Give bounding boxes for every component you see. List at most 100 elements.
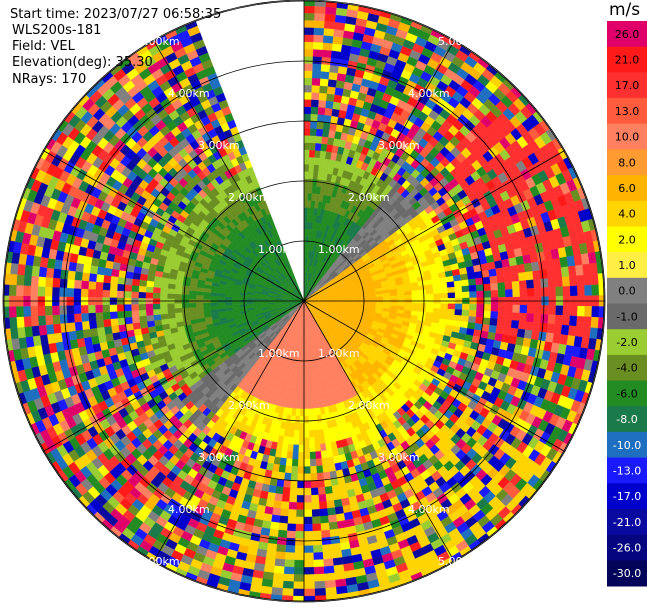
ppi-gate: [426, 293, 434, 299]
ppi-gate: [30, 305, 39, 317]
ppi-gate: [307, 185, 313, 194]
ppi-gate: [288, 494, 297, 503]
ppi-gate: [325, 6, 337, 15]
ppi-gate: [310, 106, 319, 115]
ppi-gate: [299, 423, 305, 431]
ppi-gate: [88, 312, 97, 322]
ppi-gate: [37, 276, 47, 287]
ppi-gate: [145, 292, 154, 299]
ppi-gate: [52, 268, 62, 279]
ppi-gate: [203, 295, 211, 300]
ppi-gate: [460, 279, 470, 287]
ppi-gate: [272, 572, 284, 582]
ppi-gate: [293, 581, 305, 590]
ppi-gate: [313, 41, 324, 50]
ppi-gate: [260, 301, 269, 304]
ppi-gate: [323, 27, 335, 37]
ppi-gate: [560, 266, 570, 278]
ppi-gate: [368, 296, 377, 300]
ppi-gate: [210, 305, 219, 310]
ppi-gate: [146, 280, 155, 288]
ppi-gate: [300, 394, 305, 402]
ppi-gate: [303, 200, 308, 208]
ppi-gate: [110, 275, 119, 284]
ppi-gate: [44, 305, 53, 316]
ppi-gate: [271, 587, 283, 596]
ppi-gate: [75, 329, 85, 340]
ppi-gate: [167, 312, 176, 319]
ppi-gate: [309, 142, 316, 151]
ppi-gate: [321, 49, 333, 58]
ppi-gate: [322, 35, 334, 44]
ppi-gate: [277, 529, 288, 539]
ppi-gate: [102, 311, 111, 320]
ppi-gate: [188, 294, 197, 300]
ppi-gate: [303, 63, 313, 71]
ppi-gate: [102, 304, 111, 313]
ppi-gate: [81, 272, 90, 282]
ppi-gate: [280, 501, 290, 510]
ppi-gate: [152, 286, 161, 294]
ppi-gate: [317, 106, 326, 116]
ppi-gate: [519, 304, 528, 314]
ppi-gate: [9, 262, 19, 275]
ppi-gate: [167, 288, 176, 294]
ppi-gate: [318, 99, 327, 108]
ppi-gate: [80, 304, 89, 314]
ppi-gate: [60, 322, 69, 333]
ppi-gate: [60, 269, 69, 280]
ppi-gate: [117, 276, 126, 285]
ppi-gate: [533, 287, 542, 297]
ppi-gate: [468, 278, 477, 286]
ppi-gate: [510, 272, 520, 282]
ppi-gate: [332, 101, 342, 111]
ppi-gate: [111, 268, 120, 278]
ppi-gate: [264, 557, 276, 566]
ppi-gate: [518, 272, 527, 282]
ppi-gate: [293, 430, 300, 438]
ppi-gate: [583, 274, 592, 286]
ppi-gate: [303, 99, 312, 107]
ppi-gate: [445, 275, 455, 283]
ppi-gate: [103, 325, 113, 335]
ppi-gate: [568, 265, 577, 277]
ppi-gate: [475, 284, 484, 292]
ppi-gate: [303, 56, 314, 64]
ppi-gate: [132, 322, 141, 330]
ppi-gate: [495, 267, 505, 277]
ppi-gate: [87, 304, 96, 314]
ppi-gate: [96, 326, 106, 336]
ppi-gate: [525, 271, 534, 281]
ppi-gate: [295, 509, 305, 518]
ppi-gate: [81, 320, 90, 330]
ppi-gate: [299, 408, 305, 417]
ppi-gate: [322, 129, 330, 138]
ppi-gate: [533, 305, 542, 315]
ppi-gate: [146, 320, 156, 328]
ppi-gate: [195, 294, 204, 300]
ppi-gate: [59, 278, 68, 288]
ppi-gate: [146, 314, 155, 322]
ppi-gate: [303, 106, 312, 115]
ppi-gate: [59, 314, 68, 324]
ppi-gate: [287, 436, 295, 445]
ppi-gate: [116, 290, 125, 298]
ppi-gate: [89, 327, 99, 337]
ppi-gate: [266, 491, 276, 501]
ppi-gate: [283, 479, 291, 488]
ppi-gate: [425, 284, 434, 290]
ppi-gate: [439, 282, 448, 289]
ppi-gate: [328, 71, 339, 81]
ppi-gate: [309, 135, 317, 144]
ppi-gate: [38, 266, 48, 278]
ppi-gate: [292, 444, 299, 453]
ppi-gate: [188, 302, 197, 308]
ppi-gate: [483, 283, 492, 292]
ppi-gate: [295, 516, 305, 525]
ppi-gate: [296, 480, 305, 489]
ppi-gate: [488, 268, 497, 278]
ppi-gate: [312, 56, 323, 65]
ppi-gate: [390, 302, 398, 307]
ppi-gate: [224, 302, 233, 306]
ppi-gate: [303, 149, 310, 158]
